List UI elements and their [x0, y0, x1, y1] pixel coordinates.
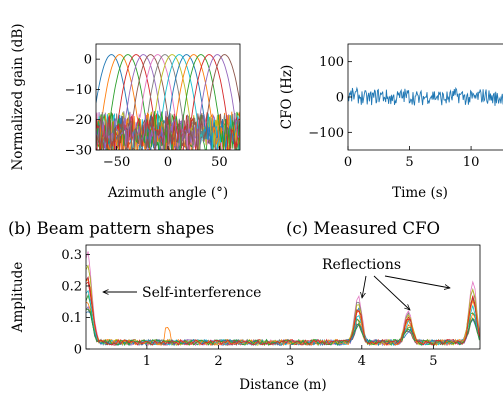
amplitude-xtick-label: 5 — [429, 354, 437, 369]
cfo-ytick-label: 100 — [319, 55, 344, 70]
amplitude-ylabel: Amplitude — [10, 262, 26, 334]
amplitude-ytick-label: 0.1 — [61, 311, 82, 326]
cfo-ylabel: CFO (Hz) — [279, 65, 295, 129]
cfo-xtick-label: 5 — [405, 155, 413, 170]
amplitude-curves — [86, 251, 480, 347]
cfo-series — [347, 86, 503, 106]
cfo-line — [347, 86, 503, 106]
annotation-self-interference: Self-interference — [142, 285, 261, 301]
arrow-reflection-2 — [373, 275, 410, 310]
cfo-xlabel: Time (s) — [392, 185, 448, 201]
amplitude-ytick-label: 0 — [74, 343, 82, 358]
amplitude-xtick-label: 2 — [214, 354, 222, 369]
beam-ylabel: Normalized gain (dB) — [10, 23, 26, 170]
beam-caption: (b) Beam pattern shapes — [8, 219, 214, 238]
cfo-xtick-label: 10 — [463, 155, 480, 170]
amplitude-curve — [86, 301, 480, 346]
cfo-xtick-label: 0 — [344, 155, 352, 170]
amplitude-plot-frame — [85, 244, 481, 350]
arrow-reflection-1 — [362, 275, 367, 298]
beam-curves — [96, 54, 240, 150]
amplitude-chart: 1 2 3 4 5 0 0.1 0.2 0.3 Amplitude Distance (m) S… — [10, 244, 481, 393]
beam-xtick-label: −50 — [103, 155, 130, 170]
cfo-caption: (c) Measured CFO — [286, 219, 440, 238]
beam-curve — [96, 54, 240, 150]
arrow-reflection-3 — [384, 275, 450, 288]
amplitude-curve — [86, 308, 480, 347]
amplitude-ticks: 1 2 3 4 5 0 0.1 0.2 0.3 — [61, 248, 437, 369]
beam-ticks: −50 0 50 0 −10 −20 −30 — [65, 53, 228, 170]
beam-xtick-label: 0 — [164, 155, 172, 170]
amplitude-xtick-label: 3 — [286, 354, 294, 369]
amplitude-curve — [86, 264, 480, 347]
amplitude-xtick-label: 4 — [358, 354, 366, 369]
beam-xtick-label: 50 — [211, 155, 228, 170]
beam-curve — [96, 54, 240, 150]
beam-pattern-chart: −50 0 50 0 −10 −20 −30 Normalized gain (dB) Az… — [8, 23, 241, 238]
amplitude-curve — [86, 276, 480, 347]
amplitude-curve — [86, 264, 480, 346]
cfo-ytick-label: −100 — [308, 126, 344, 141]
beam-ytick-label: 0 — [84, 53, 92, 68]
beam-curve — [96, 54, 240, 150]
beam-ytick-label: −30 — [65, 144, 92, 159]
amplitude-ytick-label: 0.3 — [61, 248, 82, 263]
annotation-reflections: Reflections — [322, 257, 401, 273]
cfo-ytick-label: 0 — [336, 91, 344, 106]
beam-xlabel: Azimuth angle (°) — [107, 185, 228, 201]
amplitude-curve — [86, 293, 480, 347]
beam-ytick-label: −10 — [65, 83, 92, 98]
amplitude-curve — [86, 305, 480, 347]
amplitude-xtick-label: 1 — [143, 354, 151, 369]
amplitude-xlabel: Distance (m) — [239, 377, 326, 393]
beam-ytick-label: −20 — [65, 113, 92, 128]
amplitude-ytick-label: 0.2 — [61, 279, 82, 294]
